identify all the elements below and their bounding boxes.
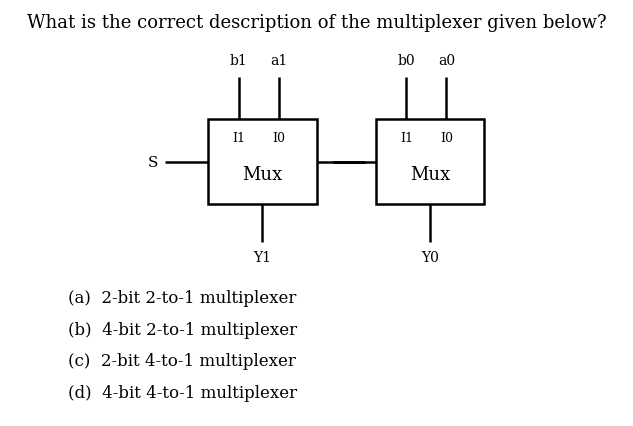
Text: (b)  4-bit 2-to-1 multiplexer: (b) 4-bit 2-to-1 multiplexer — [68, 321, 297, 338]
Text: What is the correct description of the multiplexer given below?: What is the correct description of the m… — [27, 14, 606, 32]
Text: (c)  2-bit 4-to-1 multiplexer: (c) 2-bit 4-to-1 multiplexer — [68, 353, 296, 370]
Text: Y1: Y1 — [253, 250, 272, 264]
Text: b0: b0 — [398, 54, 415, 68]
Text: I0: I0 — [440, 132, 453, 145]
Text: Mux: Mux — [410, 166, 450, 184]
Text: Y0: Y0 — [421, 250, 439, 264]
Text: a0: a0 — [438, 54, 455, 68]
Text: (d)  4-bit 4-to-1 multiplexer: (d) 4-bit 4-to-1 multiplexer — [68, 384, 297, 401]
Text: Mux: Mux — [242, 166, 282, 184]
Text: a1: a1 — [270, 54, 287, 68]
Text: b1: b1 — [230, 54, 248, 68]
Text: S: S — [148, 155, 158, 169]
Bar — [208, 120, 316, 204]
Text: I1: I1 — [232, 132, 245, 145]
Bar — [376, 120, 484, 204]
Text: I1: I1 — [400, 132, 413, 145]
Text: (a)  2-bit 2-to-1 multiplexer: (a) 2-bit 2-to-1 multiplexer — [68, 289, 296, 306]
Text: I0: I0 — [272, 132, 285, 145]
